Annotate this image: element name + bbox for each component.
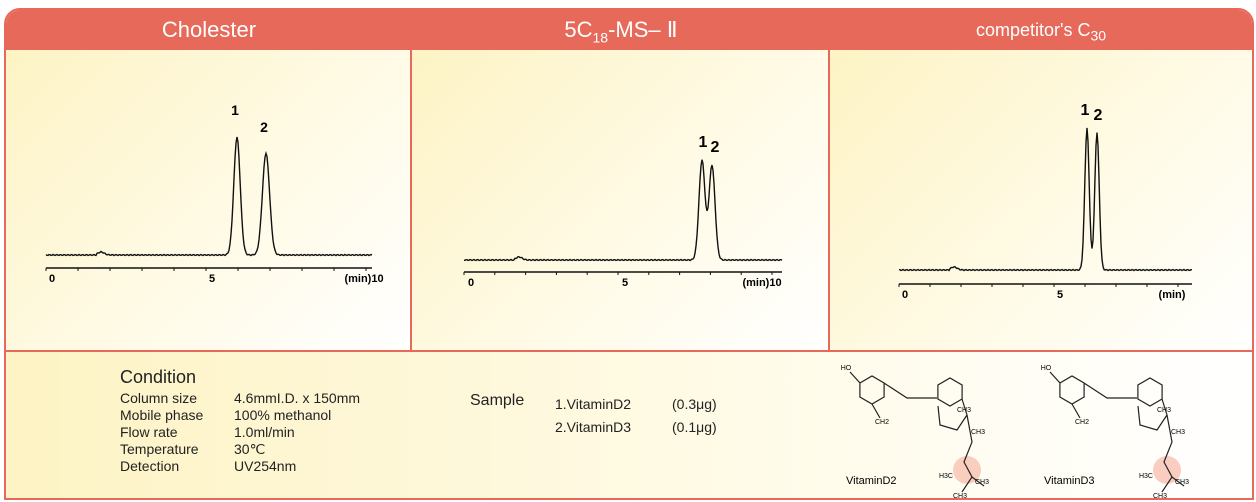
condition-value: 4.6mmI.D. x 150mm (234, 390, 361, 406)
axis-label: 5 (622, 277, 628, 289)
sample-amount: (0.1μg) (672, 419, 717, 435)
chromatogram: 0 5 (min) 1 2 (898, 102, 1193, 301)
header-text: Cholester (161, 17, 257, 42)
atom-label: CH3 (971, 429, 985, 436)
atom-label: H3C (939, 473, 953, 480)
separator (6, 350, 1252, 352)
peak-label: 2 (1094, 107, 1103, 124)
condition-value: 1.0ml/min (234, 424, 295, 440)
structure-name: VitaminD3 (1044, 475, 1095, 487)
axis-label: 5 (1057, 289, 1063, 301)
atom-label: HO (1041, 365, 1052, 372)
atom-label: H3C (1139, 473, 1153, 480)
header: Cholester (6, 10, 412, 50)
highlight (1153, 456, 1181, 484)
chromatogram: 0 5 (min)10 1 2 (45, 102, 384, 285)
info-section: Condition Column size 4.6mmI.D. x 150mm Mob… (6, 352, 1252, 498)
axis-label: (min)10 (742, 277, 781, 289)
trace (45, 136, 373, 257)
header: 5C18-MS– Ⅱ (412, 10, 830, 50)
atom-label: CH3 (1171, 429, 1185, 436)
peak-label: 2 (260, 119, 268, 135)
atom-label: CH3 (975, 479, 989, 486)
header-sub: 30 (1090, 27, 1107, 44)
atom-label: HO (841, 365, 852, 372)
highlight (953, 456, 981, 484)
header-text: 5C (564, 17, 593, 42)
condition-value: 30℃ (234, 441, 266, 457)
peak-label: 2 (711, 139, 720, 156)
molecule (1049, 371, 1185, 493)
sample-amount: (0.3μg) (672, 396, 717, 412)
trace (463, 159, 783, 262)
condition-label: Mobile phase (120, 407, 204, 423)
peak-label: 1 (699, 134, 708, 151)
peak-label: 1 (231, 102, 239, 118)
header-sub: 18 (592, 29, 609, 46)
structure-name: VitaminD2 (846, 475, 897, 487)
axis-label: 0 (902, 289, 908, 301)
molecule (849, 371, 985, 493)
sample-name: 2.VitaminD3 (555, 419, 632, 435)
sample-label: Sample (470, 392, 525, 409)
atom-label: CH3 (1175, 479, 1189, 486)
condition-label: Temperature (120, 441, 199, 457)
atom-label: CH3 (957, 407, 971, 414)
atom-label: CH2 (875, 419, 889, 426)
peak-label: 1 (1081, 102, 1090, 119)
atom-label: CH3 (1153, 493, 1167, 498)
atom-label: CH3 (953, 493, 967, 498)
condition-value: 100% methanol (234, 407, 332, 423)
header-text: -MS– Ⅱ (608, 17, 678, 42)
separator (828, 50, 830, 350)
panel: 0 5 (min)10 1 2 (412, 50, 828, 350)
header-bar: Cholester 5C18-MS– Ⅱ competitor's C30 (6, 10, 1252, 50)
sample-name: 1.VitaminD2 (555, 396, 632, 412)
structures: HO CH2 CH3 CH3 H3C CH3 CH3 VitaminD2 HO CH2 CH3 CH3… (841, 365, 1189, 498)
condition-label: Column size (120, 390, 198, 406)
axis-label: 0 (49, 273, 55, 285)
condition-title: Condition (120, 367, 197, 387)
header-text: competitor's C (975, 20, 1091, 40)
axis-label: 5 (209, 273, 215, 285)
trace (898, 127, 1193, 272)
atom-label: CH3 (1157, 407, 1171, 414)
header: competitor's C30 (830, 10, 1252, 50)
panel: 0 5 (min)10 1 2 (6, 50, 410, 350)
figure: Cholester 5C18-MS– Ⅱ competitor's C30 0 5… (4, 8, 1254, 500)
condition-value: UV254nm (234, 458, 297, 474)
condition-label: Detection (120, 458, 180, 474)
atom-label: CH2 (1075, 419, 1089, 426)
axis-label: (min)10 (344, 273, 383, 285)
panel: 0 5 (min) 1 2 (830, 50, 1252, 350)
separator (410, 50, 412, 350)
axis-label: (min) (1159, 289, 1186, 301)
condition-label: Flow rate (120, 424, 178, 440)
axis-label: 0 (468, 277, 474, 289)
